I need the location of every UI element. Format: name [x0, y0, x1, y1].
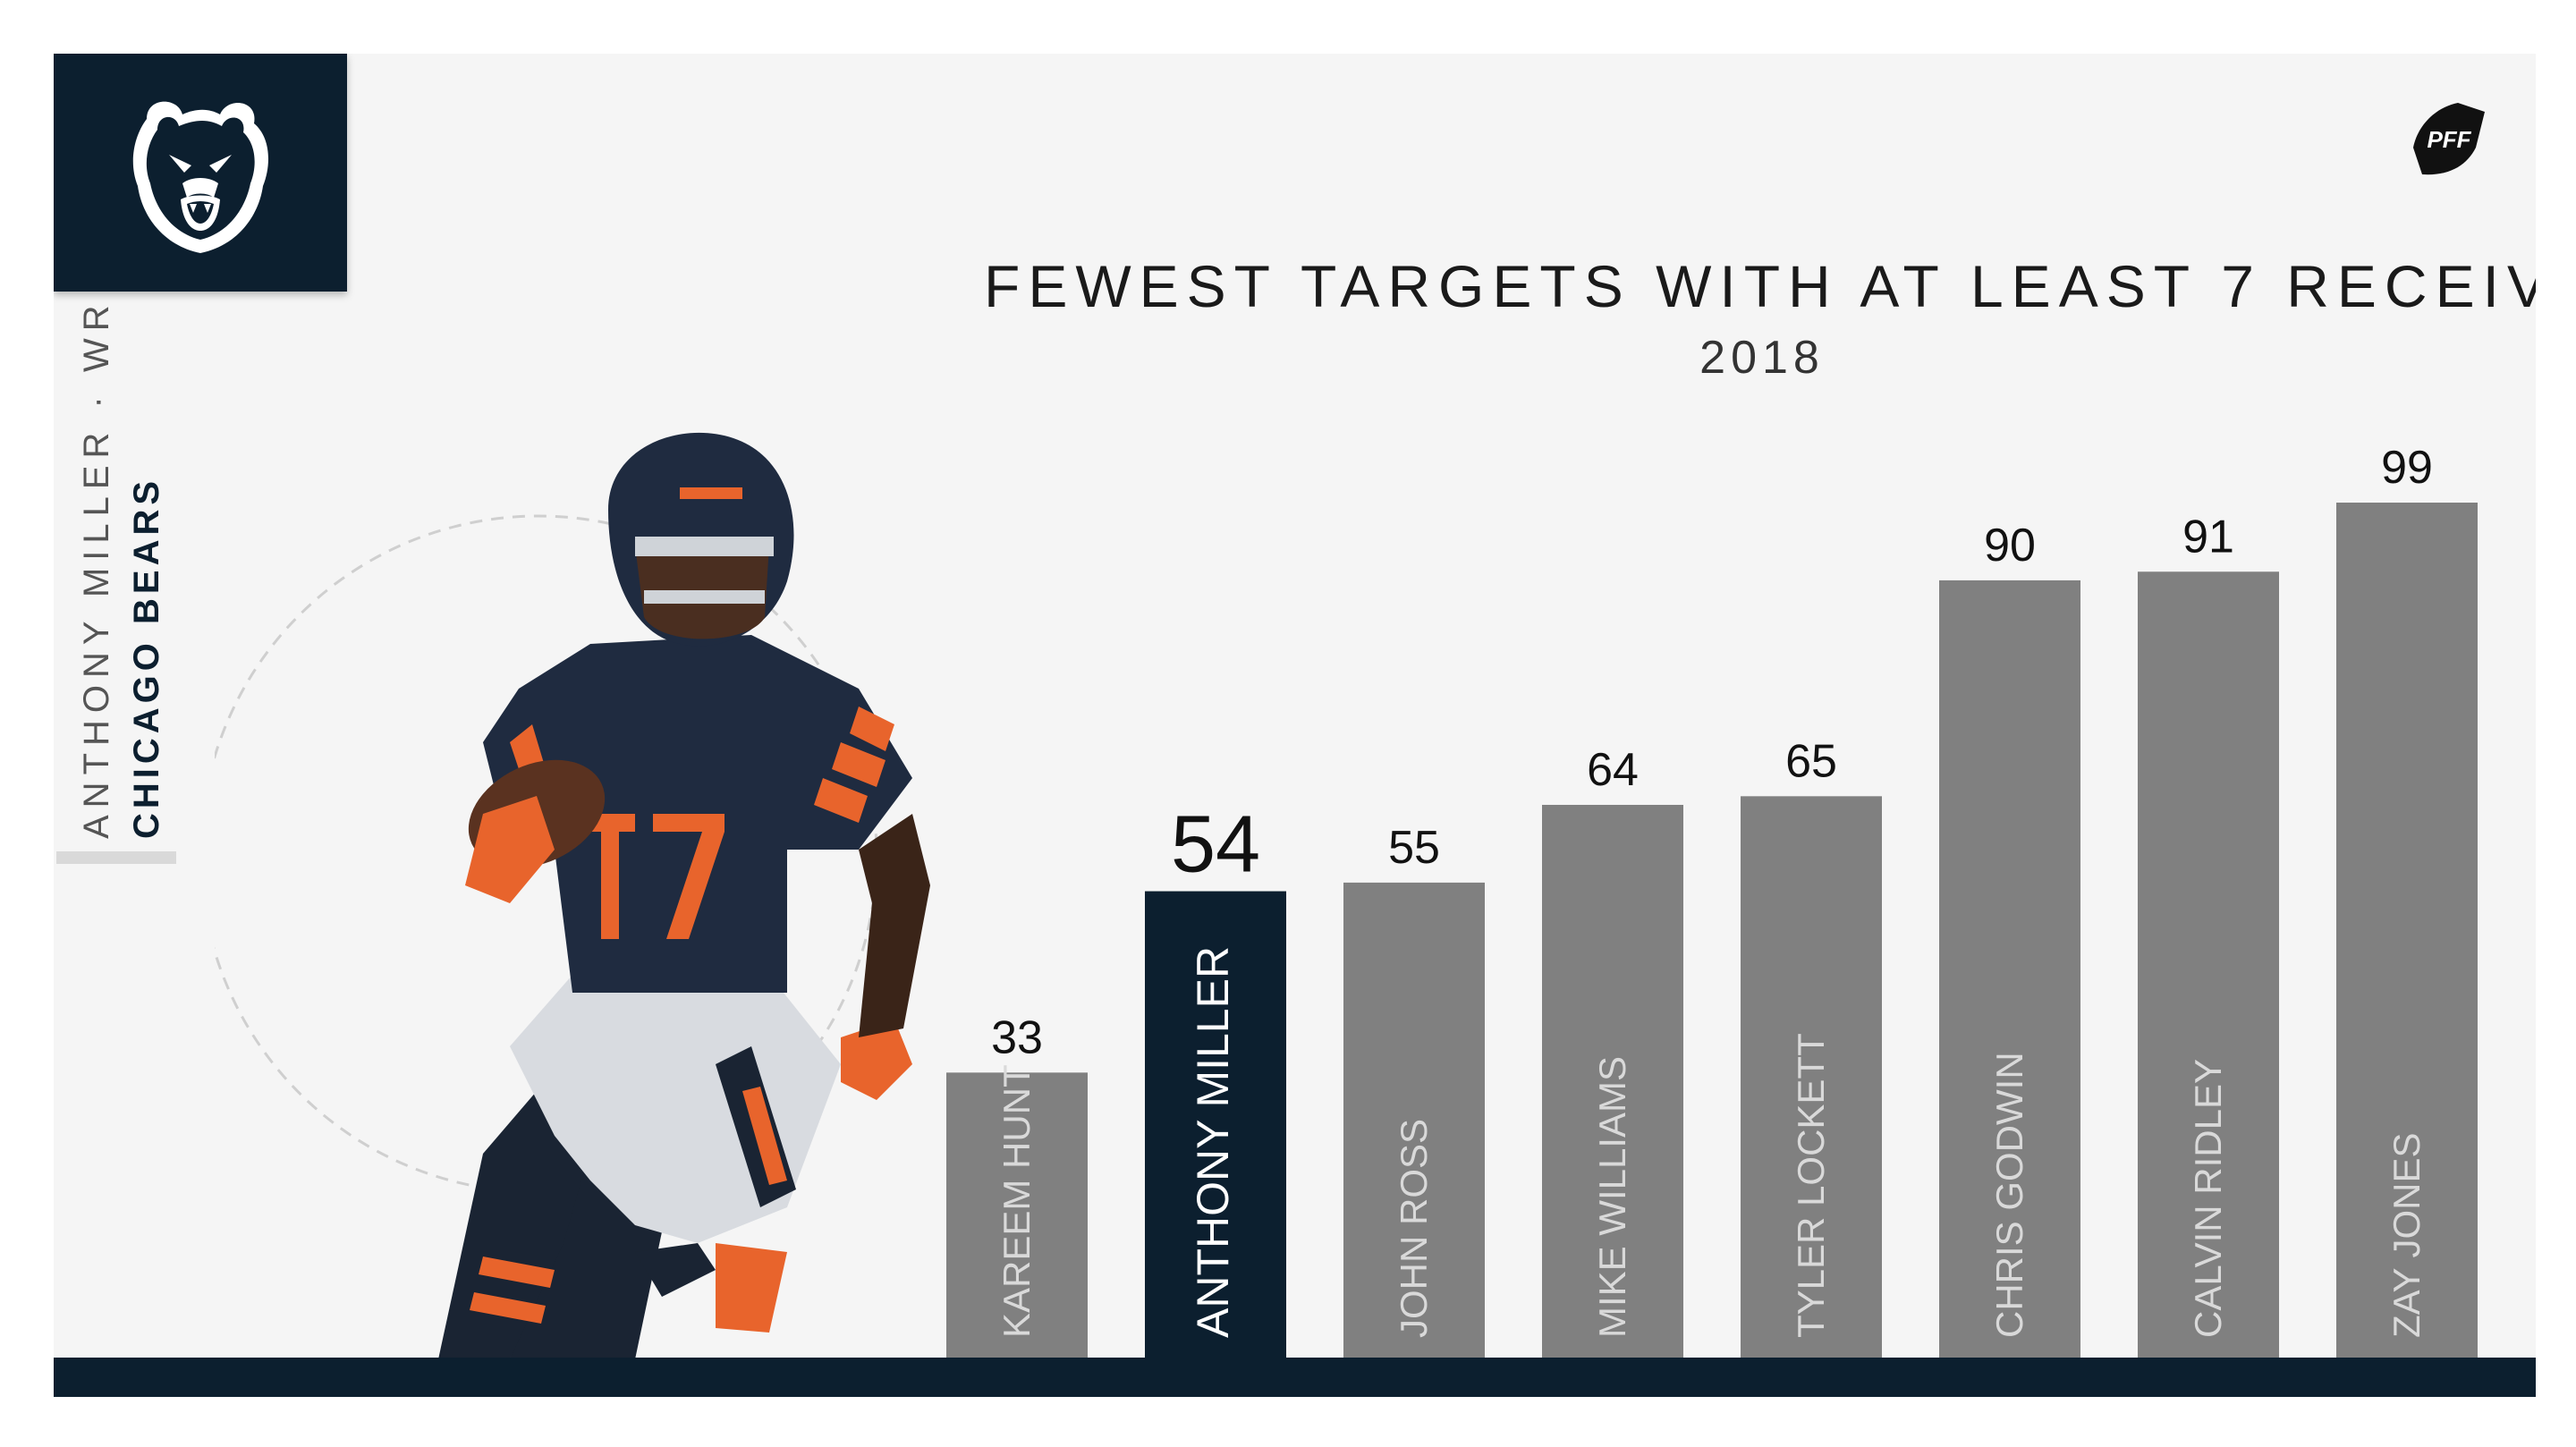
bar-anthony-miller — [1145, 891, 1286, 1358]
player-photo — [215, 432, 930, 1359]
bar-kareem-hunt — [946, 1072, 1088, 1358]
data-label: 99 — [2381, 442, 2433, 494]
bar-calvin-ridley — [2138, 571, 2279, 1358]
pff-logo-text: PFF — [2427, 126, 2471, 153]
category-label: CALVIN RIDLEY — [2187, 1059, 2229, 1338]
category-label: CHRIS GODWIN — [1988, 1052, 2030, 1338]
side-accent-bar — [56, 851, 176, 864]
category-label: JOHN ROSS — [1393, 1119, 1435, 1338]
category-label: MIKE WILLIAMS — [1591, 1056, 1633, 1338]
category-label: ZAY JONES — [2385, 1132, 2428, 1338]
bar-zay-jones — [2336, 503, 2478, 1358]
infographic-card: PFF ANTHONY MILLER · WR CHICAGO BEARS F — [54, 54, 2536, 1397]
data-label: 91 — [2182, 511, 2234, 563]
bar-tyler-lockett — [1741, 796, 1882, 1358]
data-label: 33 — [991, 1011, 1043, 1063]
data-label: 54 — [1171, 800, 1260, 890]
data-label: 64 — [1587, 744, 1639, 796]
bottom-band — [54, 1358, 2536, 1397]
bear-head-icon — [132, 101, 268, 253]
chart-subtitle: 2018 — [1699, 332, 1825, 384]
category-label: KAREEM HUNT — [996, 1064, 1038, 1338]
team-logo-box — [54, 54, 347, 292]
bar-mike-williams — [1542, 804, 1683, 1358]
pff-logo: PFF — [2413, 103, 2485, 175]
data-label: 65 — [1785, 735, 1837, 787]
bar-john-ross — [1343, 882, 1485, 1358]
chart-title: FEWEST TARGETS WITH AT LEAST 7 RECEIVING… — [984, 253, 2536, 319]
data-label: 90 — [1984, 520, 2036, 571]
category-label: ANTHONY MILLER — [1188, 946, 1238, 1338]
category-label: TYLER LOCKETT — [1790, 1033, 1832, 1338]
bar-chris-godwin — [1939, 580, 2080, 1358]
data-label: 55 — [1388, 822, 1440, 874]
